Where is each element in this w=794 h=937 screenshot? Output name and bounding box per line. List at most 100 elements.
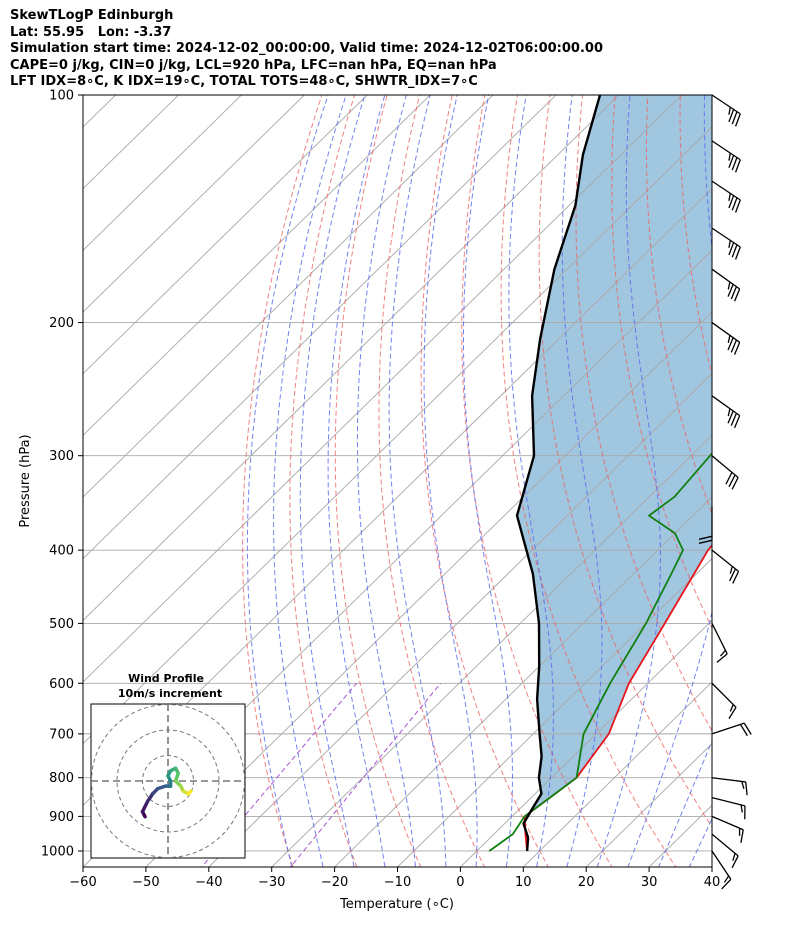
moist-adiabat-line	[388, 95, 447, 867]
wind-barb	[711, 850, 732, 890]
wind-barb	[711, 777, 748, 796]
wind-barb-full-flag	[728, 195, 735, 209]
dry-adiabat-line	[777, 78, 794, 882]
wind-profile-inset: Wind Profile 10m/s increment	[90, 672, 246, 859]
y-tick-label: 700	[49, 727, 74, 742]
dry-adiabat-line	[378, 95, 486, 867]
moist-adiabat-line	[356, 95, 417, 867]
chart-header: SkewTLogP Edinburgh Lat: 55.95 Lon: -3.3…	[10, 8, 603, 91]
dry-adiabat-line	[242, 95, 323, 867]
y-axis-label: Pressure (hPa)	[18, 434, 33, 527]
wind-barb-half-flag	[728, 107, 731, 115]
wind-barb-full-flag	[728, 706, 737, 719]
wind-barb-full-flag	[698, 535, 713, 540]
wind-barb-staff	[711, 623, 728, 655]
wind-barb-staff	[711, 815, 744, 831]
isotherm-line	[396, 558, 712, 867]
x-tick-label: 20	[578, 875, 595, 890]
isotherm-line	[83, 95, 305, 313]
isotherm-line	[271, 434, 712, 867]
wind-barb	[711, 227, 741, 260]
wind-barb-half-flag	[729, 566, 733, 574]
wind-barb-staff	[711, 140, 741, 161]
wind-barb-full-flag	[728, 109, 735, 123]
wind-barb-staff	[711, 322, 741, 343]
isotherm-line	[83, 95, 431, 436]
wind-barb-staff	[711, 682, 737, 708]
wind-barb-staff	[711, 796, 746, 807]
wind-barb-staff	[711, 850, 732, 880]
wind-barb-half-flag	[727, 335, 731, 343]
moist-adiabat-line	[627, 95, 712, 867]
y-tick-label: 900	[49, 810, 74, 825]
index-line: LFT IDX=8∘C, K IDX=19∘C, TOTAL TOTS=48∘C…	[10, 74, 478, 89]
isotherm-line	[145, 311, 712, 867]
wind-barb	[711, 180, 741, 213]
hodograph-layer	[91, 704, 245, 858]
wind-barb-half-flag	[720, 649, 726, 657]
wind-barb	[711, 322, 741, 355]
y-tick-label: 200	[49, 316, 74, 331]
wind-barb-half-flag	[728, 240, 731, 248]
dry-adiabat-line	[289, 95, 358, 867]
wind-barb-full-flag	[728, 242, 735, 256]
isotherm-line	[0, 78, 7, 882]
profile-layer	[488, 95, 712, 852]
x-tick-label: −30	[258, 875, 285, 890]
isotherm-line	[83, 126, 712, 745]
isotherm-line	[333, 496, 712, 867]
wind-barb	[711, 682, 737, 719]
dry-adiabat-line	[645, 95, 712, 515]
isotherm-line	[83, 95, 557, 560]
cape-line: CAPE=0 j/kg, CIN=0 j/kg, LCL=920 hPa, LF…	[10, 57, 497, 73]
wind-barb-full-flag	[731, 244, 738, 258]
wind-barb-full-flag	[745, 781, 748, 796]
y-tick-label: 400	[49, 544, 74, 559]
moist-adiabat-line	[596, 95, 661, 867]
hodograph-segment	[140, 799, 150, 814]
dewpoint-line	[488, 452, 712, 852]
wind-barb-half-flag	[723, 875, 730, 883]
wind-barb-full-flag	[734, 159, 741, 173]
wind-barb-staff	[711, 94, 741, 115]
wind-barb-half-flag	[727, 281, 731, 290]
isotherm-line	[0, 78, 70, 882]
wind-barb-half-flag	[727, 408, 731, 417]
wind-barb-full-flag	[733, 342, 741, 355]
x-tick-label: −20	[321, 875, 348, 890]
time-line: Simulation start time: 2024-12-02_00:00:…	[10, 41, 603, 56]
wind-barb-full-flag	[733, 415, 741, 429]
isotherm-line	[83, 95, 683, 683]
wind-barb	[711, 833, 739, 869]
isotherm-line	[759, 78, 794, 882]
isotherm-line	[83, 95, 368, 375]
wind-barb-half-flag	[740, 804, 743, 813]
moist-adiabat-line	[273, 95, 347, 867]
wind-barb-full-flag	[730, 413, 738, 426]
wind-barb-full-flag	[725, 472, 733, 485]
wind-barb-full-flag	[731, 197, 738, 211]
moist-adiabat-line	[688, 817, 712, 867]
isotherm-line	[83, 95, 243, 251]
x-axis-label: Temperature (∘C)	[339, 897, 454, 912]
wind-barb-half-flag	[729, 704, 734, 712]
wind-barb-full-flag	[734, 113, 741, 127]
wind-barb-staff	[711, 395, 741, 417]
wind-barb	[711, 268, 741, 302]
x-tick-label: 40	[704, 875, 721, 890]
hodograph-segment	[186, 789, 193, 796]
dry-adiabat-line	[745, 78, 794, 882]
mixing-ratio-line	[289, 682, 442, 867]
wind-barb-staff	[711, 722, 745, 735]
moist-adiabat-line	[508, 95, 554, 867]
x-tick-label: −50	[132, 875, 159, 890]
dry-adiabat-line	[334, 95, 422, 867]
moist-adiabat-line	[657, 739, 712, 867]
isotherm-line	[83, 95, 620, 621]
wind-barb-staff	[711, 549, 739, 572]
y-tick-label: 300	[49, 449, 74, 464]
wind-barb-full-flag	[740, 829, 744, 844]
moist-adiabat-line	[423, 95, 478, 867]
wind-barb-full-flag	[739, 724, 748, 737]
